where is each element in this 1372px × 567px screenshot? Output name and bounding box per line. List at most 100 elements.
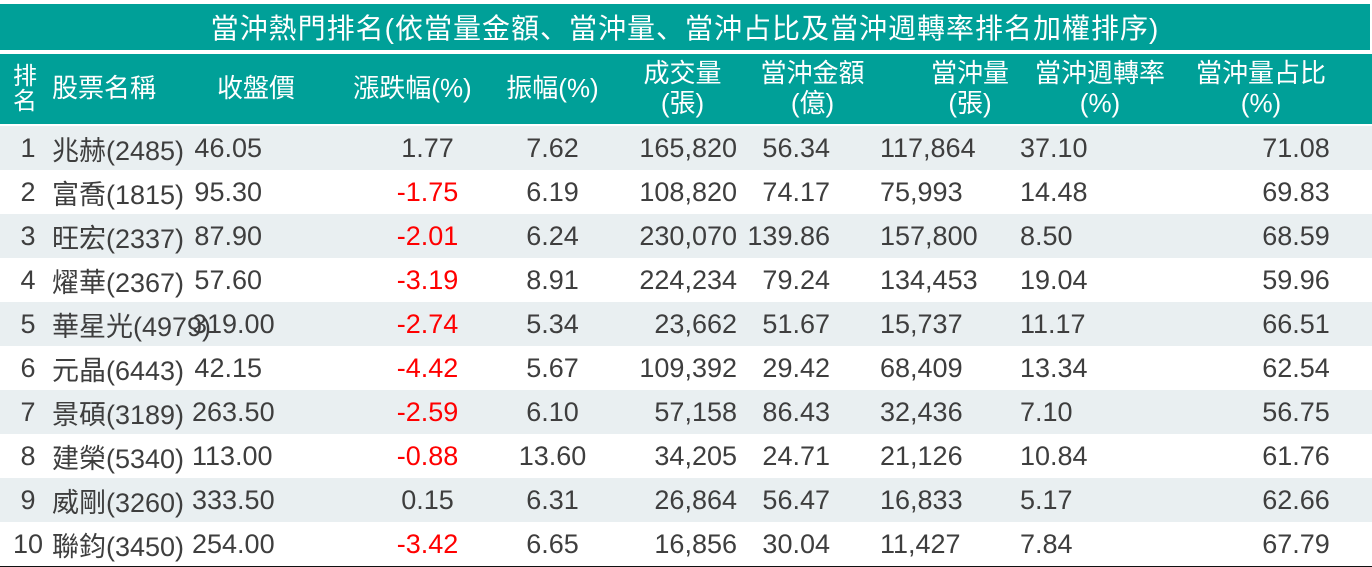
cell-rank: 2 <box>0 170 50 214</box>
cell-amplitude-pct: 6.19 <box>505 170 620 214</box>
table-row[interactable]: 8 建榮(5340) 113.00 -0.88 13.60 34,205 24.71 21,1… <box>0 434 1372 478</box>
cell-amplitude-pct: 6.24 <box>505 214 620 258</box>
daytrade-ranking-table: 當沖熱門排名(依當量金額、當沖量、當沖占比及當沖週轉率排名加權排序) 排 名 股… <box>0 4 1372 566</box>
cell-daytrade-ratio: 62.54 <box>1180 346 1372 390</box>
table-row[interactable]: 5 華星光(4979) 319.00 -2.74 5.34 23,662 51.67 15,7… <box>0 302 1372 346</box>
cell-daytrade-turnover: 19.04 <box>1020 258 1180 302</box>
cell-stock-name: 燿華(2367) <box>50 258 192 302</box>
column-header-rank: 排 名 <box>0 52 50 126</box>
cell-daytrade-volume: 75,993 <box>880 170 1020 214</box>
cell-daytrade-volume: 21,126 <box>880 434 1020 478</box>
cell-change-pct: -2.74 <box>320 302 505 346</box>
cell-amplitude-pct: 5.34 <box>505 302 620 346</box>
cell-daytrade-amount: 51.67 <box>745 302 880 346</box>
cell-daytrade-amount: 30.04 <box>745 522 880 566</box>
cell-amplitude-pct: 7.62 <box>505 125 620 170</box>
cell-daytrade-volume: 15,737 <box>880 302 1020 346</box>
table-row[interactable]: 10 聯鈞(3450) 254.00 -3.42 6.65 16,856 30.04 11,4… <box>0 522 1372 566</box>
cell-daytrade-ratio: 71.08 <box>1180 125 1372 170</box>
cell-change-pct: -2.59 <box>320 390 505 434</box>
table-row[interactable]: 6 元晶(6443) 42.15 -4.42 5.67 109,392 29.42 68,40… <box>0 346 1372 390</box>
cell-stock-name: 兆赫(2485) <box>50 125 192 170</box>
cell-amplitude-pct: 6.65 <box>505 522 620 566</box>
cell-rank: 3 <box>0 214 50 258</box>
cell-change-pct: -2.01 <box>320 214 505 258</box>
cell-daytrade-ratio: 67.79 <box>1180 522 1372 566</box>
cell-rank: 4 <box>0 258 50 302</box>
cell-daytrade-amount: 56.47 <box>745 478 880 522</box>
cell-close-price: 42.15 <box>192 346 320 390</box>
column-header-change-pct: 漲跌幅(%) <box>320 52 505 126</box>
cell-daytrade-turnover: 13.34 <box>1020 346 1180 390</box>
cell-close-price: 46.05 <box>192 125 320 170</box>
header-dtvol-line1: 當沖量 <box>930 58 1009 89</box>
cell-change-pct: -4.42 <box>320 346 505 390</box>
cell-amplitude-pct: 8.91 <box>505 258 620 302</box>
header-rank-line2: 名 <box>13 88 37 115</box>
table-row[interactable]: 7 景碩(3189) 263.50 -2.59 6.10 57,158 86.43 32,43… <box>0 390 1372 434</box>
table-row[interactable]: 2 富喬(1815) 95.30 -1.75 6.19 108,820 74.17 75,99… <box>0 170 1372 214</box>
cell-daytrade-ratio: 61.76 <box>1180 434 1372 478</box>
table-row[interactable]: 9 威剛(3260) 333.50 0.15 6.31 26,864 56.47 16,833… <box>0 478 1372 522</box>
column-header-daytrade-amount: 當沖金額 (億) <box>745 52 880 126</box>
cell-daytrade-amount: 56.34 <box>745 125 880 170</box>
cell-daytrade-volume: 68,409 <box>880 346 1020 390</box>
cell-daytrade-volume: 157,800 <box>880 214 1020 258</box>
cell-daytrade-volume: 11,427 <box>880 522 1020 566</box>
cell-daytrade-volume: 134,453 <box>880 258 1020 302</box>
cell-close-price: 254.00 <box>192 522 320 566</box>
cell-daytrade-turnover: 7.10 <box>1020 390 1180 434</box>
cell-stock-name: 富喬(1815) <box>50 170 192 214</box>
cell-stock-name: 元晶(6443) <box>50 346 192 390</box>
cell-daytrade-ratio: 68.59 <box>1180 214 1372 258</box>
cell-change-pct: -0.88 <box>320 434 505 478</box>
cell-rank: 6 <box>0 346 50 390</box>
cell-stock-name: 建榮(5340) <box>50 434 192 478</box>
cell-volume: 109,392 <box>620 346 745 390</box>
cell-rank: 10 <box>0 522 50 566</box>
header-rank-line1: 排 <box>13 62 37 90</box>
cell-amplitude-pct: 5.67 <box>505 346 620 390</box>
column-header-stock-name: 股票名稱 <box>50 52 192 126</box>
header-volume-line2: (張) <box>660 88 705 118</box>
cell-volume: 23,662 <box>620 302 745 346</box>
cell-daytrade-amount: 79.24 <box>745 258 880 302</box>
cell-rank: 5 <box>0 302 50 346</box>
cell-daytrade-amount: 86.43 <box>745 390 880 434</box>
cell-change-pct: 0.15 <box>320 478 505 522</box>
cell-rank: 7 <box>0 390 50 434</box>
cell-daytrade-amount: 24.71 <box>745 434 880 478</box>
cell-daytrade-volume: 117,864 <box>880 125 1020 170</box>
cell-daytrade-turnover: 11.17 <box>1020 302 1180 346</box>
cell-close-price: 319.00 <box>192 302 320 346</box>
table-row[interactable]: 4 燿華(2367) 57.60 -3.19 8.91 224,234 79.24 134,4… <box>0 258 1372 302</box>
cell-daytrade-ratio: 62.66 <box>1180 478 1372 522</box>
cell-volume: 108,820 <box>620 170 745 214</box>
cell-daytrade-ratio: 69.83 <box>1180 170 1372 214</box>
table-row[interactable]: 3 旺宏(2337) 87.90 -2.01 6.24 230,070 139.86 157,… <box>0 214 1372 258</box>
header-turnover-line2: (%) <box>1079 88 1121 118</box>
table-row[interactable]: 1 兆赫(2485) 46.05 1.77 7.62 165,820 56.34 117,86… <box>0 125 1372 170</box>
cell-rank: 9 <box>0 478 50 522</box>
cell-daytrade-ratio: 56.75 <box>1180 390 1372 434</box>
cell-volume: 224,234 <box>620 258 745 302</box>
column-header-daytrade-ratio: 當沖量占比 (%) <box>1180 52 1372 126</box>
cell-stock-name: 華星光(4979) <box>50 302 211 346</box>
cell-daytrade-ratio: 59.96 <box>1180 258 1372 302</box>
table-title: 當沖熱門排名(依當量金額、當沖量、當沖占比及當沖週轉率排名加權排序) <box>0 4 1372 54</box>
cell-volume: 26,864 <box>620 478 745 522</box>
title-row: 當沖熱門排名(依當量金額、當沖量、當沖占比及當沖週轉率排名加權排序) <box>0 4 1372 54</box>
cell-daytrade-amount: 74.17 <box>745 170 880 214</box>
cell-amplitude-pct: 6.10 <box>505 390 620 434</box>
cell-daytrade-turnover: 7.84 <box>1020 522 1180 566</box>
cell-daytrade-volume: 16,833 <box>880 478 1020 522</box>
header-amount-line2: (億) <box>790 88 835 118</box>
cell-daytrade-amount: 139.86 <box>745 214 880 258</box>
cell-close-price: 263.50 <box>192 390 320 434</box>
cell-amplitude-pct: 6.31 <box>505 478 620 522</box>
cell-stock-name: 景碩(3189) <box>50 390 192 434</box>
cell-volume: 16,856 <box>620 522 745 566</box>
header-ratio-line2: (%) <box>1240 88 1282 118</box>
cell-volume: 165,820 <box>620 125 745 170</box>
cell-stock-name: 旺宏(2337) <box>50 214 192 258</box>
